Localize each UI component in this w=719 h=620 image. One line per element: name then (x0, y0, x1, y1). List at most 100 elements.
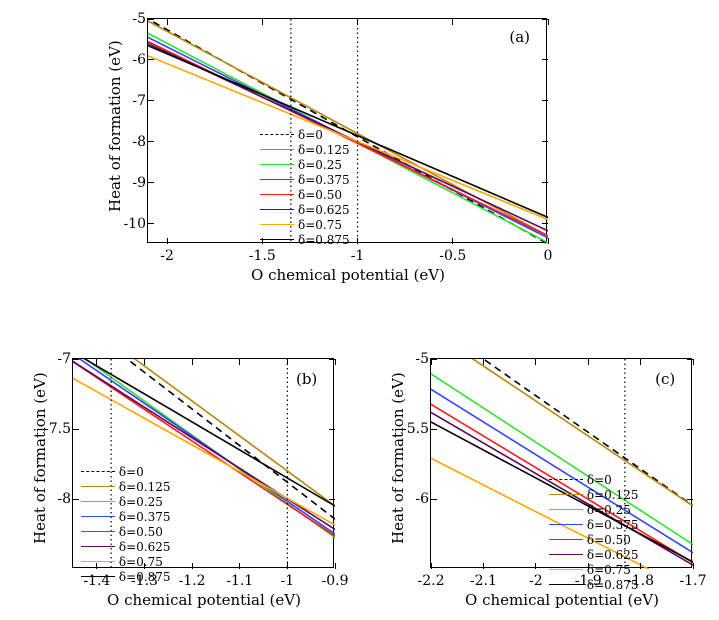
x-axis-label: O chemical potential (eV) (251, 266, 445, 284)
xtick-top (167, 19, 168, 25)
xtick-label: -2 (529, 573, 543, 589)
legend-item: δ=0.75 (549, 562, 639, 577)
xtick-top (640, 359, 641, 365)
legend-item: δ=0.50 (260, 187, 350, 202)
legend-item: δ=0.75 (81, 554, 171, 569)
legend-label: δ=0.125 (119, 480, 171, 494)
legend-label: δ=0.875 (587, 578, 639, 592)
xtick-top (483, 359, 484, 365)
legend-swatch (260, 239, 294, 240)
ytick-label: -7 (124, 93, 146, 109)
legend-item: δ=0.875 (81, 569, 171, 584)
xtick (431, 563, 432, 569)
x-axis-label: O chemical potential (eV) (107, 591, 301, 609)
legend-item: δ=0.50 (81, 524, 171, 539)
ytick-right (542, 59, 548, 60)
ytick (73, 499, 79, 500)
legend-swatch (81, 516, 115, 517)
ytick-right (329, 499, 335, 500)
legend-item: δ=0.625 (549, 547, 639, 562)
legend-swatch (260, 209, 294, 210)
xtick-top (192, 359, 193, 365)
xtick-label: -2.2 (418, 573, 445, 589)
ytick (148, 100, 154, 101)
xtick-top (287, 359, 288, 365)
ytick-right (687, 429, 693, 430)
legend-item: δ=0.25 (260, 157, 350, 172)
ytick-right (542, 100, 548, 101)
ytick (431, 499, 437, 500)
panel-tag: (a) (509, 28, 530, 46)
plot-area-c: -2.2-2.1-2-1.9-1.8-1.7-6-5.5-5O chemical… (430, 358, 692, 568)
legend-item: δ=0.125 (549, 487, 639, 502)
x-axis-label: O chemical potential (eV) (465, 591, 659, 609)
legend-swatch (549, 494, 583, 495)
panel-tag: (c) (655, 370, 675, 388)
legend-item: δ=0.75 (260, 217, 350, 232)
ytick-right (687, 499, 693, 500)
xtick (239, 563, 240, 569)
xtick-top (357, 19, 358, 25)
xtick (535, 563, 536, 569)
legend-swatch (81, 546, 115, 547)
legend-swatch (260, 149, 294, 150)
xtick-top (96, 359, 97, 365)
ytick (148, 223, 154, 224)
legend-label: δ=0.625 (587, 548, 639, 562)
legend-item: δ=0 (549, 472, 639, 487)
legend-label: δ=0.75 (298, 218, 342, 232)
ytick-label: -9 (124, 175, 146, 191)
legend-swatch (81, 561, 115, 562)
legend-item: δ=0.875 (260, 232, 350, 247)
legend-item: δ=0.625 (81, 539, 171, 554)
legend-swatch (260, 194, 294, 195)
ytick (148, 19, 154, 20)
ytick (148, 141, 154, 142)
legend-item: δ=0.375 (81, 509, 171, 524)
xtick (452, 238, 453, 244)
ytick-right (687, 359, 693, 360)
xtick (357, 238, 358, 244)
legend-item: δ=0.125 (260, 142, 350, 157)
legend-swatch (81, 501, 115, 502)
xtick (167, 238, 168, 244)
xtick-label: -0.9 (322, 573, 349, 589)
ytick (73, 359, 79, 360)
ytick (73, 429, 79, 430)
legend-swatch (81, 471, 115, 472)
xtick-top (431, 359, 432, 365)
legend-label: δ=0.375 (587, 518, 639, 532)
legend-label: δ=0.625 (119, 540, 171, 554)
xtick-top (239, 359, 240, 365)
legend-label: δ=0.875 (119, 570, 171, 584)
legend-swatch (549, 584, 583, 585)
legend-label: δ=0.75 (587, 563, 631, 577)
legend-swatch (549, 479, 583, 480)
legend-swatch (549, 524, 583, 525)
ytick (431, 359, 437, 360)
plot-area-a: -2-1.5-1-0.50-10-9-8-7-6-5O chemical pot… (147, 18, 547, 243)
legend: δ=0δ=0.125δ=0.25δ=0.375δ=0.50δ=0.625δ=0.… (549, 472, 639, 592)
legend: δ=0δ=0.125δ=0.25δ=0.375δ=0.50δ=0.625δ=0.… (260, 127, 350, 247)
xtick-top (535, 359, 536, 365)
legend-label: δ=0.625 (298, 203, 350, 217)
ytick-right (542, 19, 548, 20)
legend-swatch (260, 164, 294, 165)
legend-label: δ=0.125 (298, 143, 350, 157)
legend-label: δ=0.50 (298, 188, 342, 202)
ytick-label: -10 (116, 216, 146, 232)
xtick-top (262, 19, 263, 25)
xtick (287, 563, 288, 569)
legend-item: δ=0.125 (81, 479, 171, 494)
ytick-label: -8 (49, 491, 71, 507)
xtick (693, 563, 694, 569)
ytick-right (542, 141, 548, 142)
xtick-top (588, 359, 589, 365)
legend-item: δ=0.25 (549, 502, 639, 517)
legend-swatch (549, 569, 583, 570)
legend-item: δ=0.25 (81, 494, 171, 509)
legend-item: δ=0.50 (549, 532, 639, 547)
ytick (148, 59, 154, 60)
xtick (335, 563, 336, 569)
panel-tag: (b) (296, 370, 317, 388)
